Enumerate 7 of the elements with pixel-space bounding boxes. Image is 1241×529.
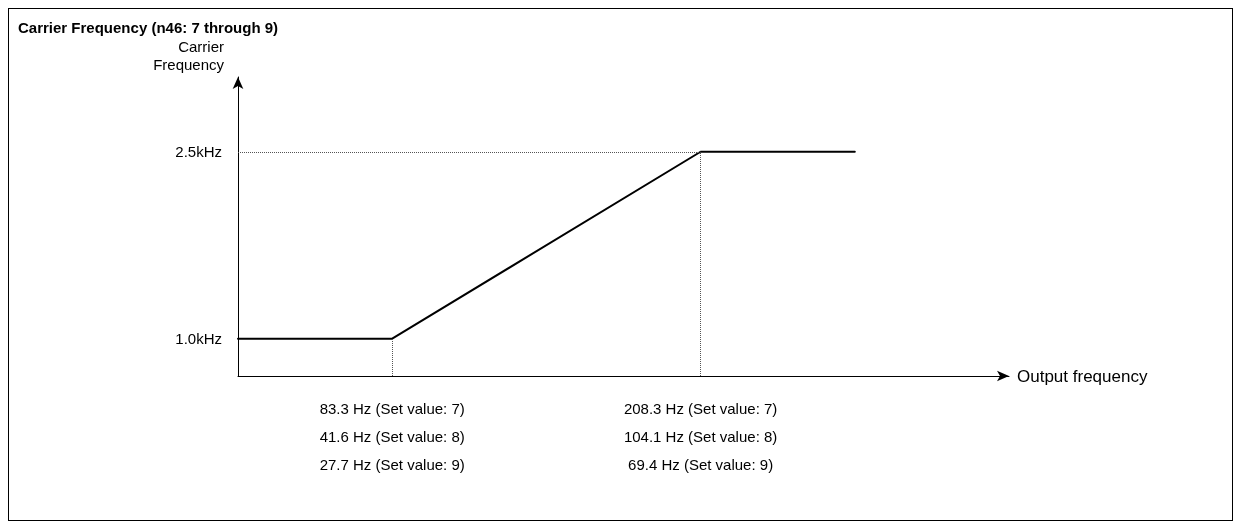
x-axis-title: Output frequency [1017,366,1148,386]
chart-title: Carrier Frequency (n46: 7 through 9) [18,19,279,36]
y-tick-label: 1.0kHz [175,330,222,348]
y-tick-label: 2.5kHz [175,143,222,161]
x-tick-label: 208.3 Hz (Set value: 7) 104.1 Hz (Set value: 8) 69.4 Hz (Set value: 9) [623,399,778,473]
y-axis-title: Carrier Frequency [153,37,225,73]
x-tick-label: 83.3 Hz (Set value: 7) 41.6 Hz (Set value: 8) 27.7 Hz (Set value: 9) [319,399,465,473]
